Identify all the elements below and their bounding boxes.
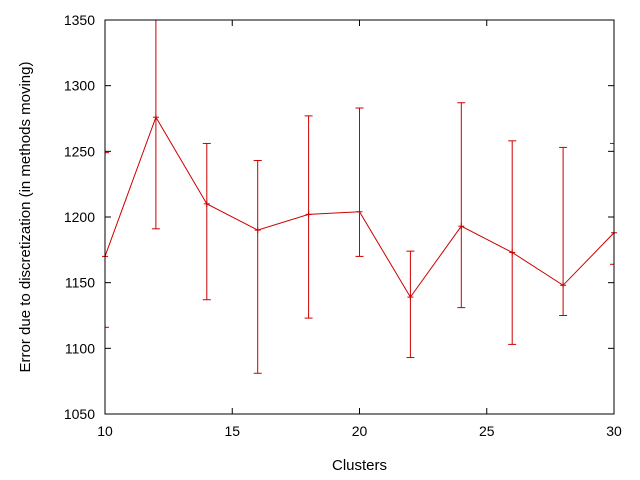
data-point — [305, 211, 312, 218]
error-bars-group — [104, 19, 615, 374]
y-tick-label: 1100 — [65, 340, 95, 356]
data-point — [560, 282, 567, 289]
data-point — [458, 223, 465, 230]
y-tick-label: 1350 — [64, 12, 95, 28]
tick-labels-group: 10 15 20 25 30 1050 1100 1150 1200 1250 1300 1350 — [64, 12, 622, 439]
y-tick-label: 1200 — [64, 209, 95, 225]
y-tick-label: 1250 — [64, 143, 95, 159]
data-point — [509, 249, 516, 256]
x-axis-title: Clusters — [332, 457, 387, 474]
data-point — [152, 114, 159, 121]
y-axis-title: Error due to discretization (in methods … — [17, 62, 34, 373]
x-tick-label: 15 — [224, 423, 240, 439]
data-points-group — [102, 114, 617, 301]
data-point — [407, 294, 414, 301]
axes-group — [104, 19, 615, 415]
data-point — [254, 227, 261, 234]
x-tick-label: 20 — [352, 423, 368, 439]
x-tick-label: 10 — [97, 423, 113, 439]
y-tick-label: 1050 — [64, 406, 95, 422]
x-tick-label: 25 — [479, 423, 495, 439]
y-tick-label: 1300 — [64, 78, 95, 94]
data-point — [203, 200, 210, 207]
x-tick-label: 30 — [606, 423, 622, 439]
y-tick-label: 1150 — [65, 275, 95, 291]
data-point — [356, 208, 363, 215]
